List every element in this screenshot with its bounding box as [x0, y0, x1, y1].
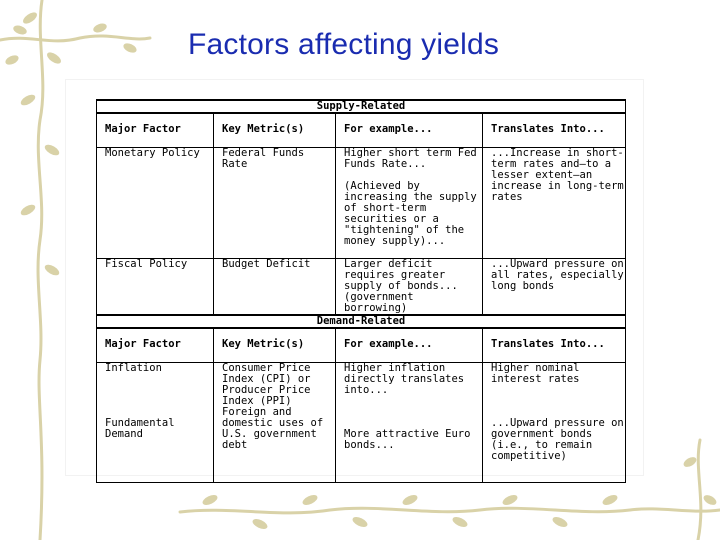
factor-cell: Monetary Policy: [105, 147, 200, 159]
factor-cell: Inflation Fundamental Demand: [105, 362, 175, 440]
example-cell: Higher short term Fed Funds Rate... (Ach…: [344, 147, 477, 247]
section-header-row: Demand-Related: [95, 314, 627, 329]
translates-cell: ...Upward pressure on all rates, especia…: [491, 258, 624, 292]
section-header: Demand-Related: [95, 314, 627, 329]
table-image-frame: Supply-Related Major Factor Key Metric(s…: [66, 80, 643, 483]
example-cell: Larger deficit requires greater supply o…: [344, 258, 458, 314]
metric-cell: Consumer Price Index (CPI) or Producer P…: [222, 362, 324, 451]
column-header: For example...: [335, 327, 483, 363]
yield-factors-table: Supply-Related Major Factor Key Metric(s…: [95, 99, 627, 483]
section-header-row: Supply-Related: [95, 99, 627, 114]
table-row: Fiscal Policy Budget Deficit Larger defi…: [96, 258, 627, 316]
slide-title: Factors affecting yields: [188, 28, 500, 61]
metric-cell: Federal Funds Rate: [222, 147, 305, 170]
translates-cell: ...Increase in short-term rates and—to a…: [491, 147, 624, 203]
column-header-row: Major Factor Key Metric(s) For example..…: [96, 327, 627, 363]
column-header: Major Factor: [96, 327, 214, 363]
factor-cell: Fiscal Policy: [105, 258, 188, 270]
column-header: Translates Into...: [481, 327, 627, 363]
table-row: Inflation Fundamental Demand Consumer Pr…: [96, 362, 627, 483]
translates-cell: Higher nominal interest rates ...Upward …: [491, 362, 624, 462]
column-header: For example...: [335, 112, 483, 148]
example-cell: Higher inflation directly translates int…: [344, 362, 471, 451]
metric-cell: Budget Deficit: [222, 258, 311, 270]
column-header: Key Metric(s): [213, 327, 336, 363]
section-header: Supply-Related: [95, 99, 627, 114]
column-header: Translates Into...: [481, 112, 627, 148]
table-row: Monetary Policy Federal Funds Rate Highe…: [96, 147, 627, 259]
column-header: Major Factor: [96, 112, 214, 148]
column-header: Key Metric(s): [213, 112, 336, 148]
column-header-row: Major Factor Key Metric(s) For example..…: [96, 112, 627, 148]
